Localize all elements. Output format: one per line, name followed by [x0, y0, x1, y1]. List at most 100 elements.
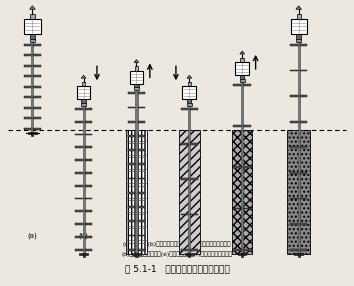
- Bar: [137, 206, 145, 208]
- Bar: [137, 221, 145, 222]
- Bar: [128, 192, 135, 194]
- Bar: [290, 146, 298, 148]
- Bar: [300, 223, 308, 225]
- Bar: [181, 178, 188, 180]
- Bar: [75, 185, 82, 186]
- Bar: [290, 69, 298, 71]
- Text: (c): (c): [132, 233, 141, 239]
- Bar: [30, 34, 35, 39]
- Polygon shape: [30, 6, 35, 9]
- Bar: [179, 130, 200, 254]
- Bar: [85, 146, 92, 148]
- Bar: [295, 253, 303, 255]
- Bar: [137, 192, 145, 194]
- Bar: [135, 84, 138, 88]
- Bar: [298, 254, 300, 257]
- Bar: [24, 96, 32, 98]
- Bar: [128, 121, 135, 122]
- Bar: [34, 128, 41, 130]
- Bar: [137, 249, 145, 251]
- Polygon shape: [134, 59, 139, 63]
- Bar: [300, 44, 308, 46]
- Bar: [137, 92, 145, 94]
- Bar: [233, 249, 241, 251]
- Bar: [290, 95, 298, 97]
- Polygon shape: [187, 75, 192, 78]
- Bar: [240, 79, 245, 82]
- Bar: [32, 42, 34, 133]
- Bar: [181, 249, 188, 251]
- Bar: [128, 235, 135, 236]
- Bar: [75, 108, 82, 110]
- Bar: [85, 121, 92, 122]
- Bar: [190, 143, 198, 145]
- Bar: [85, 134, 92, 135]
- Bar: [137, 121, 145, 122]
- Bar: [130, 71, 143, 84]
- Bar: [82, 82, 85, 86]
- Bar: [240, 75, 244, 79]
- Bar: [24, 107, 32, 109]
- Bar: [137, 149, 145, 151]
- Polygon shape: [81, 75, 86, 78]
- Bar: [290, 121, 298, 122]
- Bar: [233, 84, 241, 86]
- Bar: [290, 44, 298, 46]
- Bar: [128, 249, 135, 251]
- Bar: [79, 253, 88, 255]
- Bar: [85, 185, 92, 186]
- Bar: [290, 249, 298, 251]
- Bar: [300, 249, 308, 251]
- Bar: [132, 253, 141, 255]
- Bar: [34, 107, 41, 109]
- Bar: [235, 62, 249, 75]
- Bar: [85, 108, 92, 110]
- Text: 图 5.1-1   水泥搞拌桔施工程序示意图: 图 5.1-1 水泥搞拌桔施工程序示意图: [125, 264, 229, 273]
- Bar: [24, 44, 32, 46]
- Bar: [75, 146, 82, 148]
- Bar: [75, 134, 82, 135]
- Bar: [241, 254, 243, 257]
- Bar: [297, 13, 301, 19]
- Bar: [24, 118, 32, 119]
- Bar: [128, 149, 135, 151]
- Bar: [300, 121, 308, 122]
- Bar: [24, 86, 32, 88]
- Bar: [75, 249, 82, 251]
- Bar: [241, 82, 243, 254]
- Bar: [300, 172, 308, 174]
- Bar: [75, 210, 82, 212]
- Bar: [190, 108, 198, 110]
- Polygon shape: [296, 6, 302, 9]
- Bar: [137, 164, 145, 165]
- Bar: [75, 121, 82, 122]
- Bar: [34, 76, 41, 77]
- Bar: [128, 206, 135, 208]
- Bar: [85, 172, 92, 174]
- Bar: [240, 57, 244, 62]
- Bar: [187, 100, 192, 103]
- Bar: [296, 34, 301, 39]
- Bar: [287, 130, 310, 254]
- Bar: [75, 172, 82, 174]
- Bar: [182, 86, 196, 100]
- Bar: [34, 86, 41, 88]
- Text: (b): (b): [79, 233, 88, 239]
- Bar: [291, 19, 307, 34]
- Bar: [75, 198, 82, 199]
- Bar: [128, 221, 135, 222]
- Bar: [30, 39, 35, 42]
- Bar: [85, 249, 92, 251]
- Bar: [296, 39, 302, 42]
- Bar: [300, 69, 308, 71]
- Bar: [188, 82, 191, 86]
- Bar: [181, 214, 188, 215]
- Bar: [30, 13, 35, 19]
- Text: (f): (f): [295, 233, 303, 239]
- Bar: [85, 198, 92, 199]
- Bar: [300, 198, 308, 199]
- Polygon shape: [240, 51, 245, 54]
- Bar: [135, 254, 137, 257]
- Bar: [77, 86, 91, 100]
- Bar: [190, 214, 198, 215]
